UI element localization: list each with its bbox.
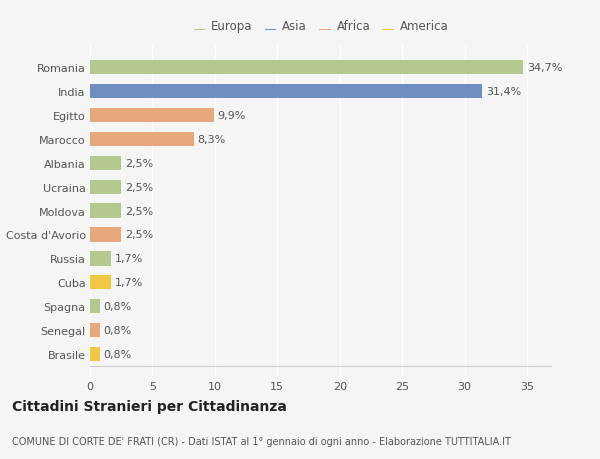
Text: 1,7%: 1,7% xyxy=(115,254,143,264)
Legend: Europa, Asia, Africa, America: Europa, Asia, Africa, America xyxy=(193,21,449,34)
Text: 2,5%: 2,5% xyxy=(125,182,153,192)
Text: 1,7%: 1,7% xyxy=(115,278,143,288)
Text: 8,3%: 8,3% xyxy=(197,134,226,145)
Bar xyxy=(90,133,194,147)
Text: 0,8%: 0,8% xyxy=(104,325,132,336)
Bar xyxy=(90,61,523,75)
Text: 2,5%: 2,5% xyxy=(125,158,153,168)
Text: 0,8%: 0,8% xyxy=(104,349,132,359)
Text: 2,5%: 2,5% xyxy=(125,206,153,216)
Text: 9,9%: 9,9% xyxy=(217,111,246,121)
Text: 2,5%: 2,5% xyxy=(125,230,153,240)
Bar xyxy=(90,347,100,361)
Bar xyxy=(90,204,121,218)
Bar xyxy=(90,109,214,123)
Text: 34,7%: 34,7% xyxy=(527,63,562,73)
Bar xyxy=(90,252,111,266)
Text: 31,4%: 31,4% xyxy=(486,87,521,97)
Bar xyxy=(90,85,482,99)
Bar xyxy=(90,180,121,195)
Text: Cittadini Stranieri per Cittadinanza: Cittadini Stranieri per Cittadinanza xyxy=(12,399,287,413)
Bar xyxy=(90,228,121,242)
Text: 0,8%: 0,8% xyxy=(104,302,132,312)
Bar xyxy=(90,275,111,290)
Text: COMUNE DI CORTE DE' FRATI (CR) - Dati ISTAT al 1° gennaio di ogni anno - Elabora: COMUNE DI CORTE DE' FRATI (CR) - Dati IS… xyxy=(12,436,511,446)
Bar xyxy=(90,157,121,171)
Bar xyxy=(90,323,100,337)
Bar xyxy=(90,299,100,313)
